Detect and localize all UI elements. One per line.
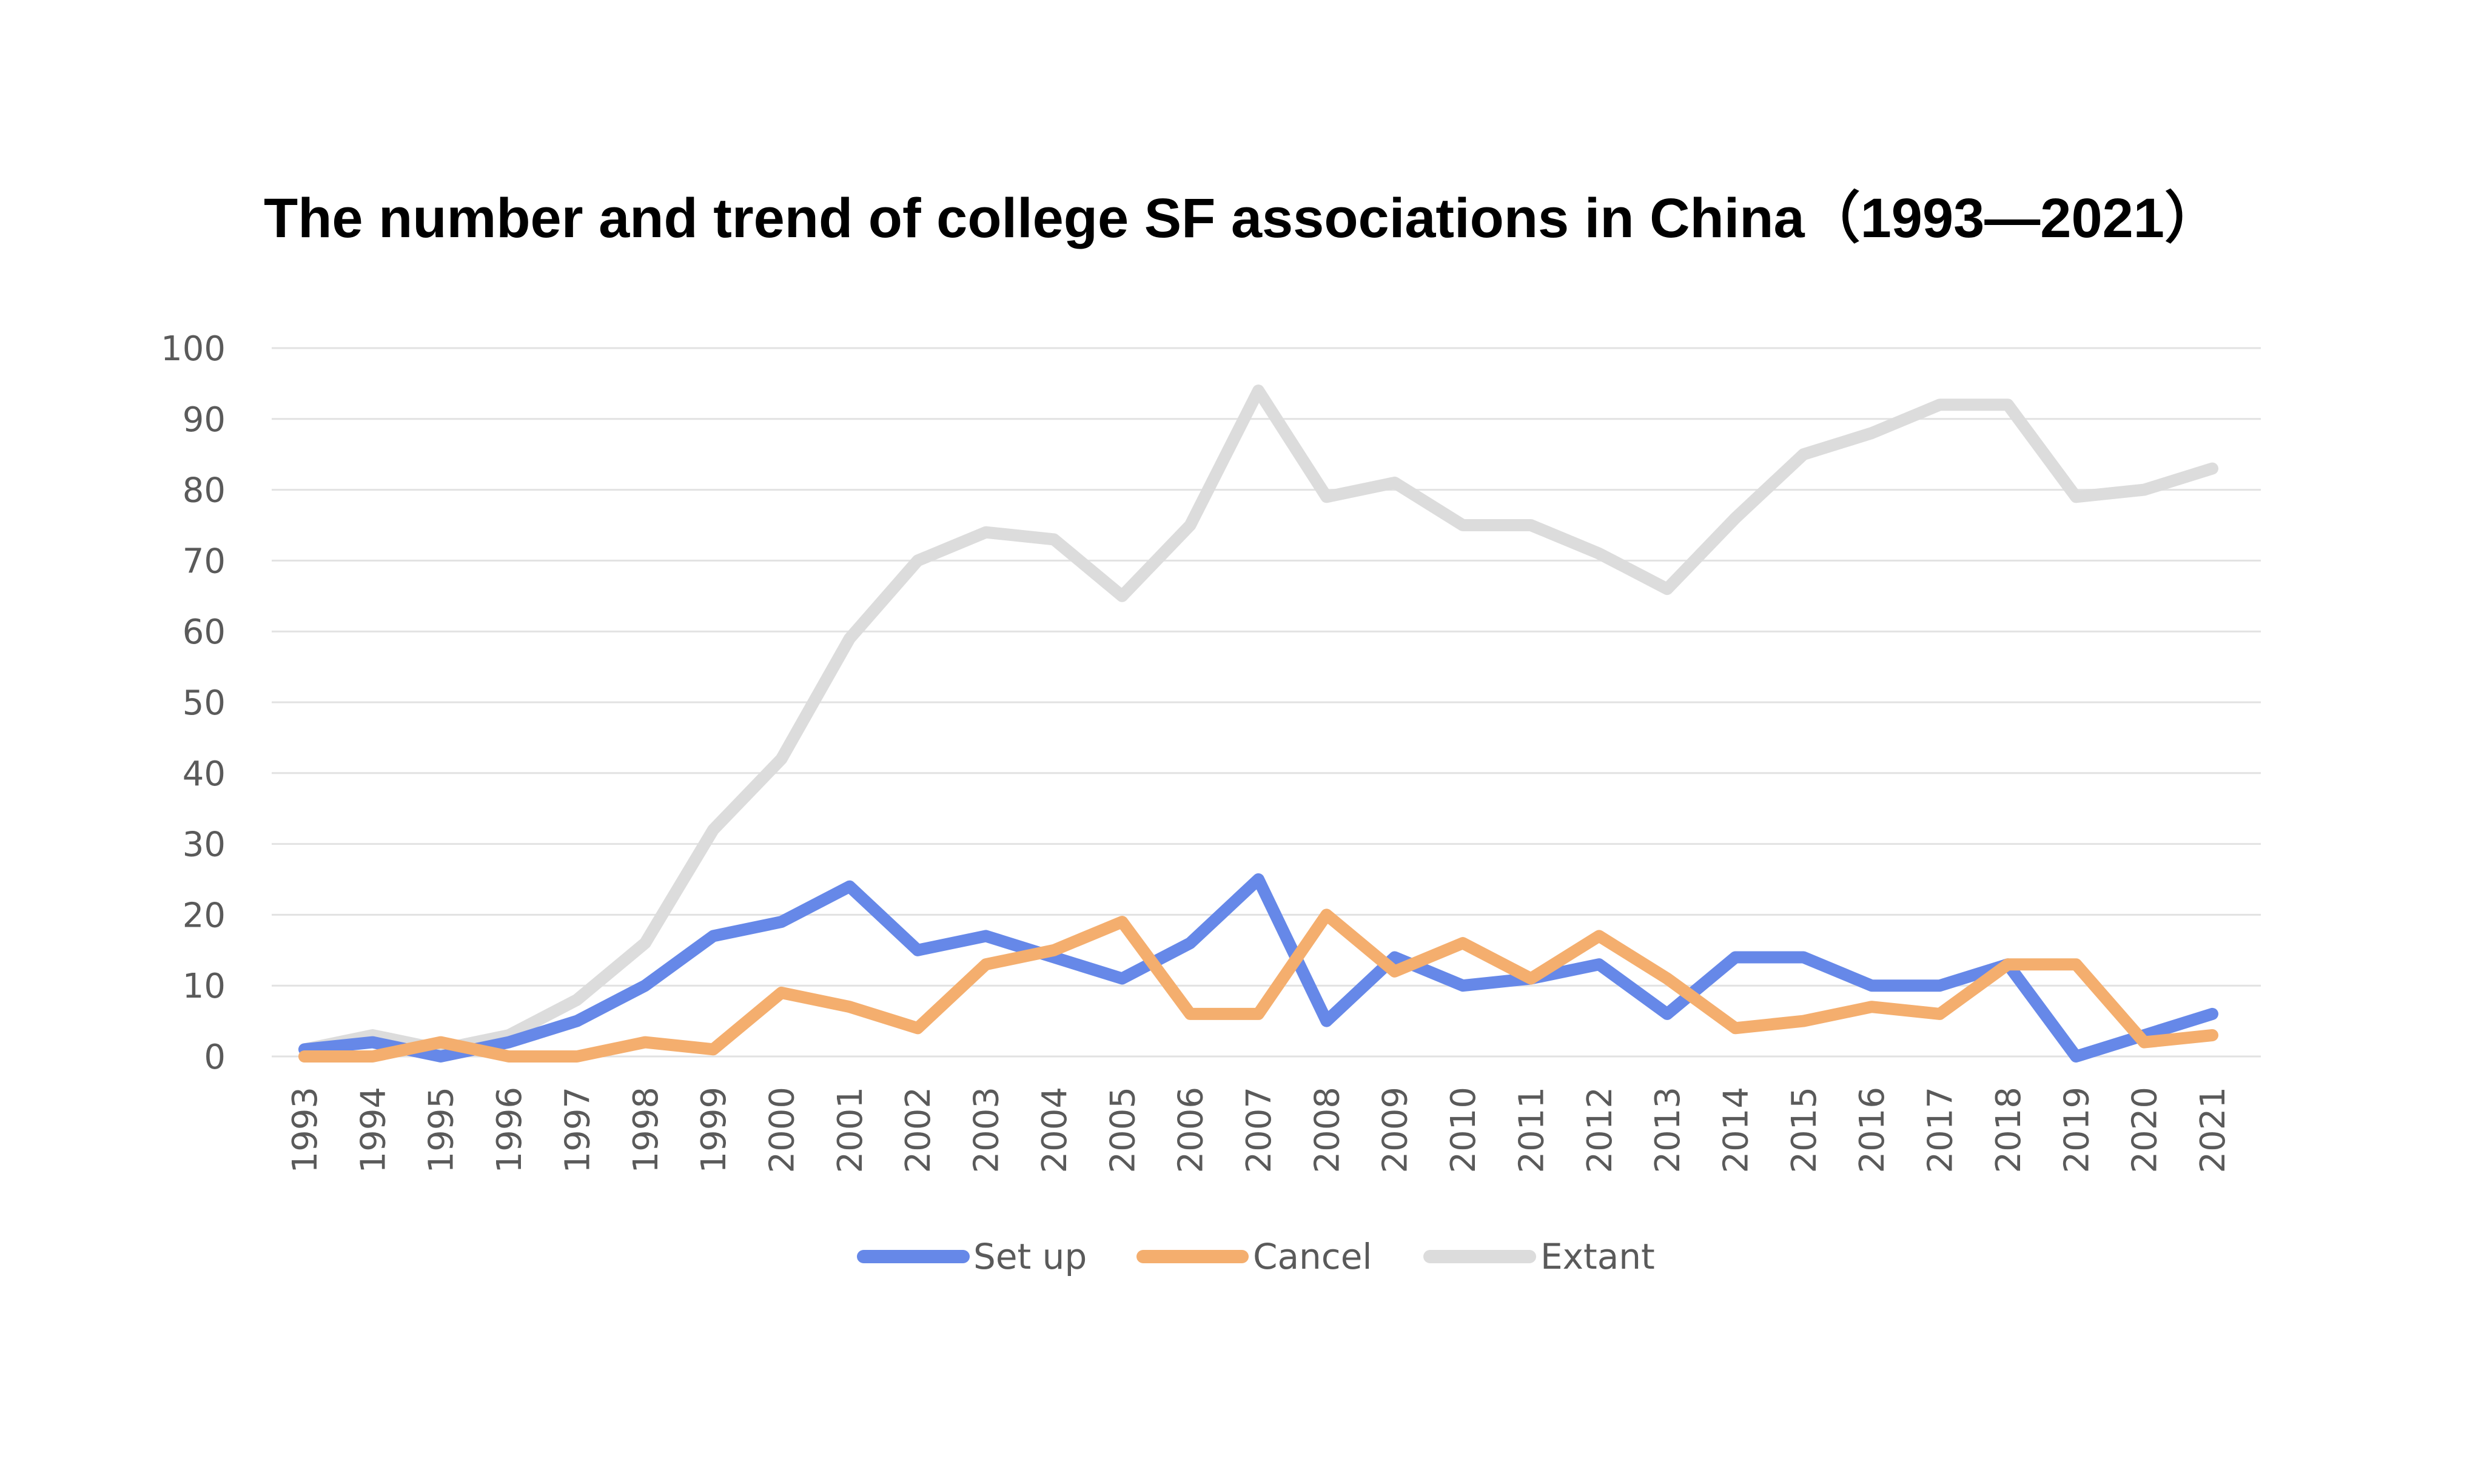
x-tick-label: 1995	[422, 1087, 462, 1173]
x-tick-label: 2006	[1172, 1087, 1211, 1173]
y-tick-label: 30	[183, 825, 226, 865]
y-axis-ticks: 0 10 20 30 40 50 60 70 80 90 100	[161, 329, 226, 1077]
x-tick-label: 2014	[1717, 1087, 1756, 1173]
x-tick-label: 1994	[354, 1087, 393, 1173]
x-tick-label: 2021	[2194, 1087, 2233, 1173]
x-tick-label: 2011	[1512, 1087, 1551, 1173]
x-tick-label: 2000	[763, 1087, 802, 1173]
legend: Set up Cancel Extant	[857, 1236, 1655, 1277]
x-tick-label: 2004	[1035, 1087, 1075, 1173]
x-tick-label: 2012	[1580, 1087, 1620, 1173]
legend-label: Set up	[973, 1236, 1087, 1277]
x-tick-label: 2003	[967, 1087, 1007, 1173]
y-tick-label: 70	[183, 542, 226, 581]
x-tick-label: 2009	[1376, 1087, 1415, 1173]
legend-label: Cancel	[1253, 1236, 1372, 1277]
x-tick-label: 2005	[1103, 1087, 1143, 1173]
x-tick-label: 2007	[1240, 1087, 1279, 1173]
gridlines	[272, 347, 2261, 1058]
x-tick-label: 2001	[831, 1087, 870, 1173]
x-tick-label: 2018	[1989, 1087, 2029, 1173]
x-tick-label: 1997	[558, 1087, 597, 1173]
y-tick-label: 10	[183, 967, 226, 1006]
x-axis-ticks: 1993 1994 1995 1996 1997 1998 1999 2000 2001 2002…	[286, 1087, 2233, 1173]
y-tick-label: 20	[183, 896, 226, 935]
series-line-set-up	[298, 873, 2218, 1063]
x-tick-label: 2016	[1853, 1087, 1892, 1173]
x-tick-label: 2017	[1921, 1087, 1961, 1173]
x-tick-label: 2002	[899, 1087, 938, 1173]
series-line-extant	[298, 384, 2218, 1056]
y-tick-label: 50	[183, 683, 226, 723]
x-tick-label: 1998	[626, 1087, 666, 1173]
series-lines	[298, 384, 2218, 1063]
x-tick-label: 2015	[1785, 1087, 1824, 1173]
chart-title: The number and trend of college SF assoc…	[264, 187, 2220, 249]
x-tick-label: 2020	[2126, 1087, 2165, 1173]
y-tick-label: 0	[204, 1038, 226, 1077]
legend-label: Extant	[1540, 1236, 1655, 1277]
x-tick-label: 1996	[490, 1087, 529, 1173]
y-tick-label: 80	[183, 471, 226, 511]
y-tick-label: 60	[183, 613, 226, 652]
y-tick-label: 90	[183, 400, 226, 440]
x-tick-label: 2008	[1307, 1087, 1347, 1173]
series-line-cancel	[298, 908, 2218, 1063]
x-tick-label: 2013	[1648, 1087, 1688, 1173]
y-tick-label: 40	[183, 754, 226, 794]
x-tick-label: 2019	[2057, 1087, 2096, 1173]
x-tick-label: 2010	[1444, 1087, 1483, 1173]
y-tick-label: 100	[161, 329, 226, 369]
x-tick-label: 1993	[286, 1087, 325, 1173]
x-tick-label: 1999	[694, 1087, 734, 1173]
